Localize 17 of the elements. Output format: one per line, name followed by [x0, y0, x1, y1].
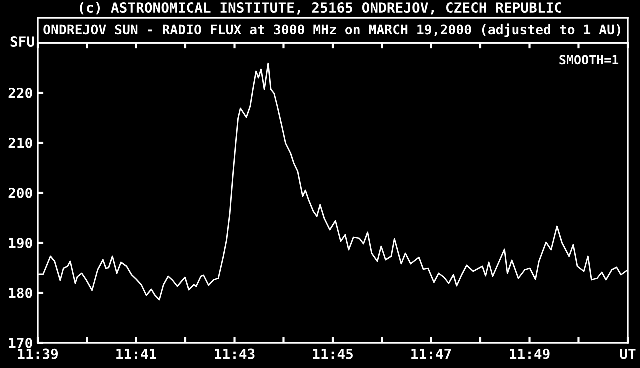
y-tick-label: 170	[9, 338, 32, 348]
y-tick-label: 220	[8, 88, 32, 98]
chart-subtitle: ONDREJOV SUN - RADIO FLUX at 3000 MHz on MARCH 19,2000 (adjusted to 1 AU)	[44, 24, 620, 38]
annotation: SMOOTH=1	[560, 55, 619, 65]
y-tick-label: 200	[8, 188, 32, 198]
x-tick-label: 11:41	[116, 348, 156, 360]
x-tick-label: UT	[620, 348, 636, 360]
y-tick-label: 190	[9, 238, 32, 249]
x-tick-label: 11:49	[510, 348, 550, 360]
x-tick-label: 11:47	[412, 348, 452, 360]
y-axis-title: SFU	[10, 36, 34, 48]
x-tick-label: 11:45	[313, 348, 353, 360]
x-tick-label: 11:39	[18, 348, 58, 360]
y-tick-label: 210	[8, 138, 32, 148]
y-tick-label: 180	[9, 288, 32, 298]
chart-title: (c) ASTRONOMICAL INSTITUTE, 25165 ONDREJOV, CZECH REPUBLIC	[80, 2, 562, 15]
x-tick-label: 11:43	[215, 348, 255, 360]
